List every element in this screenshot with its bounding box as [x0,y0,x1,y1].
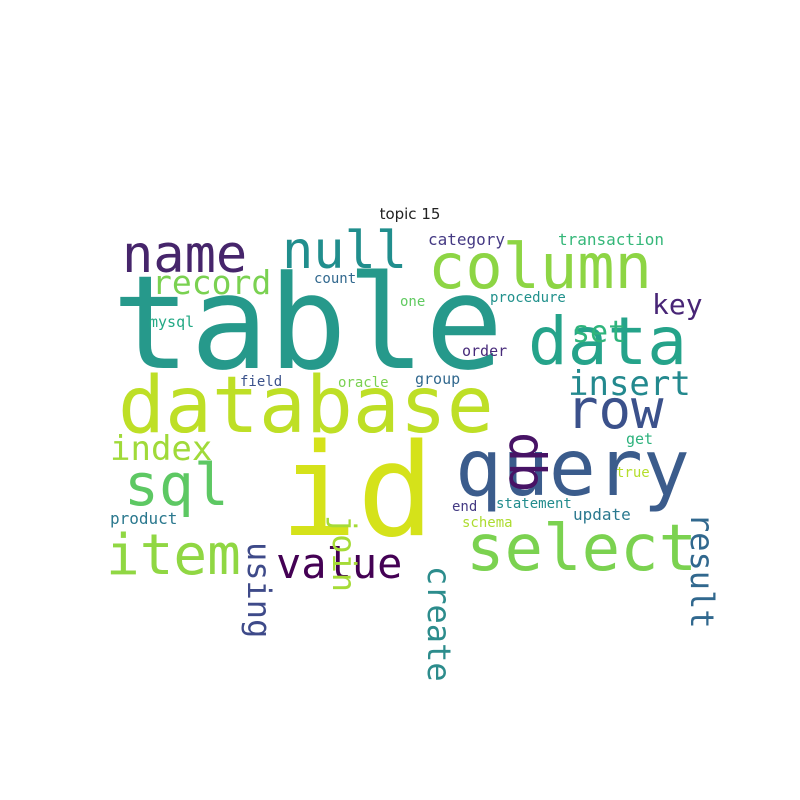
word-select: select [466,512,697,586]
word-insert: insert [568,364,691,404]
word-data: data [528,303,687,380]
word-row: row [566,378,664,441]
word-create: create [420,566,458,682]
word-true: true [616,465,650,481]
word-procedure: procedure [490,290,566,306]
word-update: update [573,505,631,524]
word-id: id [280,417,434,566]
word-column: column [428,230,652,303]
word-query: query [455,424,690,514]
word-using: using [240,542,278,638]
word-table: table [112,247,503,399]
word-item: item [106,523,241,588]
word-field: field [240,374,282,390]
word-end: end [452,499,477,515]
word-count: count [314,271,356,287]
word-key: key [652,288,703,321]
word-product: product [110,509,177,528]
word-result: result [683,513,721,629]
word-one: one [400,294,425,310]
word-name: name [122,225,247,285]
word-mysql: mysql [149,313,194,331]
word-join: join [325,515,363,592]
chart-title: topic 15 [379,205,441,223]
word-schema: schema [462,515,513,531]
word-index: index [110,429,212,469]
word-category: category [428,230,505,249]
word-database: database [118,361,494,451]
word-db: db [498,432,556,492]
word-value: value [276,539,402,588]
word-group: group [415,370,460,388]
word-statement: statement [496,496,572,512]
word-set: set [572,315,626,350]
word-record: record [152,263,271,302]
word-transaction: transaction [558,230,664,249]
word-get: get [626,430,653,448]
word-null: null [282,221,407,281]
word-sql: sql [124,451,229,519]
word-order: order [462,342,507,360]
word-oracle: oracle [338,375,389,391]
